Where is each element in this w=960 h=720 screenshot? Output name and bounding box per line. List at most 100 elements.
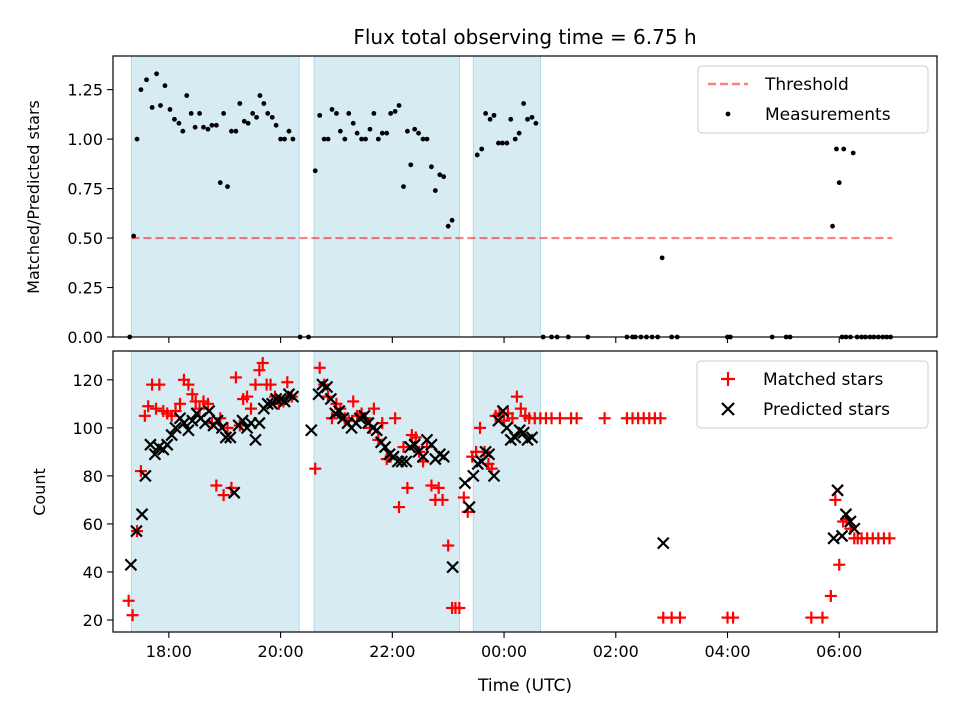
measurement-point	[483, 110, 489, 116]
measurement-point	[834, 146, 839, 152]
predicted-star-point	[130, 524, 143, 538]
predicted-star-point	[160, 438, 174, 451]
measurement-point	[201, 124, 206, 130]
matched-star-point	[142, 400, 155, 413]
predicted-star-point	[827, 532, 840, 545]
predicted-star-point	[416, 450, 430, 463]
measurement-point	[449, 217, 455, 223]
predicted-star-point	[324, 392, 338, 406]
measurement-point	[429, 164, 434, 170]
measurement-point	[432, 188, 438, 193]
measurement-point	[405, 128, 410, 134]
measurement-point	[371, 110, 377, 116]
bottom-y-ticks: 20 40 60 80 100 120	[72, 371, 113, 630]
bottom-y-axis-label: Count	[30, 468, 49, 516]
predicted-star-point	[124, 558, 138, 572]
measurement-point	[317, 112, 323, 118]
measurement-point	[516, 130, 522, 136]
matched-star-point	[193, 402, 206, 415]
matched-star-point	[153, 378, 166, 391]
predicted-star-point	[517, 426, 530, 439]
matched-star-point	[654, 412, 667, 425]
matched-star-point	[249, 378, 262, 391]
predicted-star-point	[139, 469, 152, 483]
matched-star-point	[393, 501, 406, 514]
measurement-point	[154, 71, 159, 77]
legend-matched-label: Matched stars	[763, 370, 883, 390]
matched-star-point	[474, 421, 487, 434]
top-observing-window	[472, 55, 541, 338]
matched-star-point	[829, 493, 842, 506]
top-legend-box	[697, 65, 929, 134]
measurement-point	[504, 140, 510, 146]
matched-star-point	[264, 378, 277, 391]
matched-star-point	[217, 489, 230, 502]
predicted-star-point	[508, 431, 522, 444]
predicted-star-point	[446, 560, 459, 574]
top-y-tick-label: 0.75	[67, 180, 103, 199]
measurement-point	[282, 136, 287, 142]
predicted-star-point	[463, 500, 476, 514]
legend-measurement-swatch	[725, 111, 731, 117]
measurement-point	[346, 110, 352, 116]
measurement-point	[830, 223, 835, 229]
matched-star-point	[570, 412, 583, 425]
measurement-point	[508, 116, 514, 122]
matched-star-point	[138, 409, 151, 422]
measurement-point	[221, 110, 227, 116]
measurement-point	[479, 146, 485, 152]
predicted-star-point	[211, 414, 224, 427]
matched-star-point	[401, 481, 414, 494]
matched-star-point	[805, 611, 818, 624]
measurement-point	[420, 136, 426, 142]
x-tick-label: 04:00	[704, 642, 750, 661]
matched-star-point	[182, 378, 195, 391]
matched-star-point	[201, 397, 214, 410]
matched-star-point	[432, 481, 445, 494]
top-measurement-points	[127, 71, 894, 340]
predicted-star-point	[219, 431, 233, 444]
measurement-point	[354, 130, 360, 136]
measurement-point	[184, 93, 190, 98]
predicted-star-point	[525, 431, 539, 444]
measurement-point	[261, 101, 267, 106]
matched-star-point	[674, 611, 687, 624]
matched-star-point	[506, 412, 519, 425]
x-tick-label: 20:00	[258, 642, 304, 661]
matched-star-point	[442, 539, 455, 552]
bottom-legend-box	[696, 360, 929, 429]
predicted-star-point	[482, 447, 496, 461]
matched-star-point	[514, 402, 527, 415]
bot-y-tick-label: 40	[83, 563, 103, 582]
measurement-point	[512, 136, 518, 142]
matched-star-point	[126, 609, 139, 622]
bottom-observing-windows	[130, 350, 541, 633]
matched-star-point	[347, 395, 360, 408]
measurement-point	[363, 136, 368, 142]
measurement-point	[342, 136, 348, 142]
predicted-star-point	[437, 450, 450, 463]
top-y-tick-label: 1.00	[67, 130, 103, 149]
matched-star-point	[309, 462, 322, 475]
measurement-point	[180, 128, 186, 134]
matched-star-point	[367, 402, 380, 415]
measurement-point	[334, 110, 339, 116]
predicted-star-point	[286, 390, 300, 403]
measurement-point	[533, 120, 539, 126]
measurement-point	[388, 110, 394, 116]
measurement-point	[529, 114, 535, 120]
matched-star-point	[253, 364, 266, 377]
measurement-point	[176, 120, 182, 126]
measurement-point	[237, 101, 243, 106]
chart-title: Flux total observing time = 6.75 h	[353, 25, 696, 49]
measurement-point	[375, 136, 381, 142]
measurement-point	[188, 110, 194, 116]
measurement-point	[408, 162, 414, 168]
matched-star-point	[436, 493, 449, 506]
measurement-point	[424, 136, 430, 142]
predicted-star-point	[487, 469, 501, 483]
predicted-star-point	[261, 397, 275, 411]
bottom-panel: 20 40 60 80 100 120 18:00 20:00 22:00 00:00 02:00…	[30, 350, 938, 696]
bottom-x-ticks: 18:00 20:00 22:00 00:00 02:00 04:00 06:00	[146, 632, 862, 661]
